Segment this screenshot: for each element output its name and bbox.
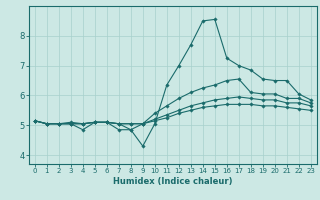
X-axis label: Humidex (Indice chaleur): Humidex (Indice chaleur) xyxy=(113,177,233,186)
